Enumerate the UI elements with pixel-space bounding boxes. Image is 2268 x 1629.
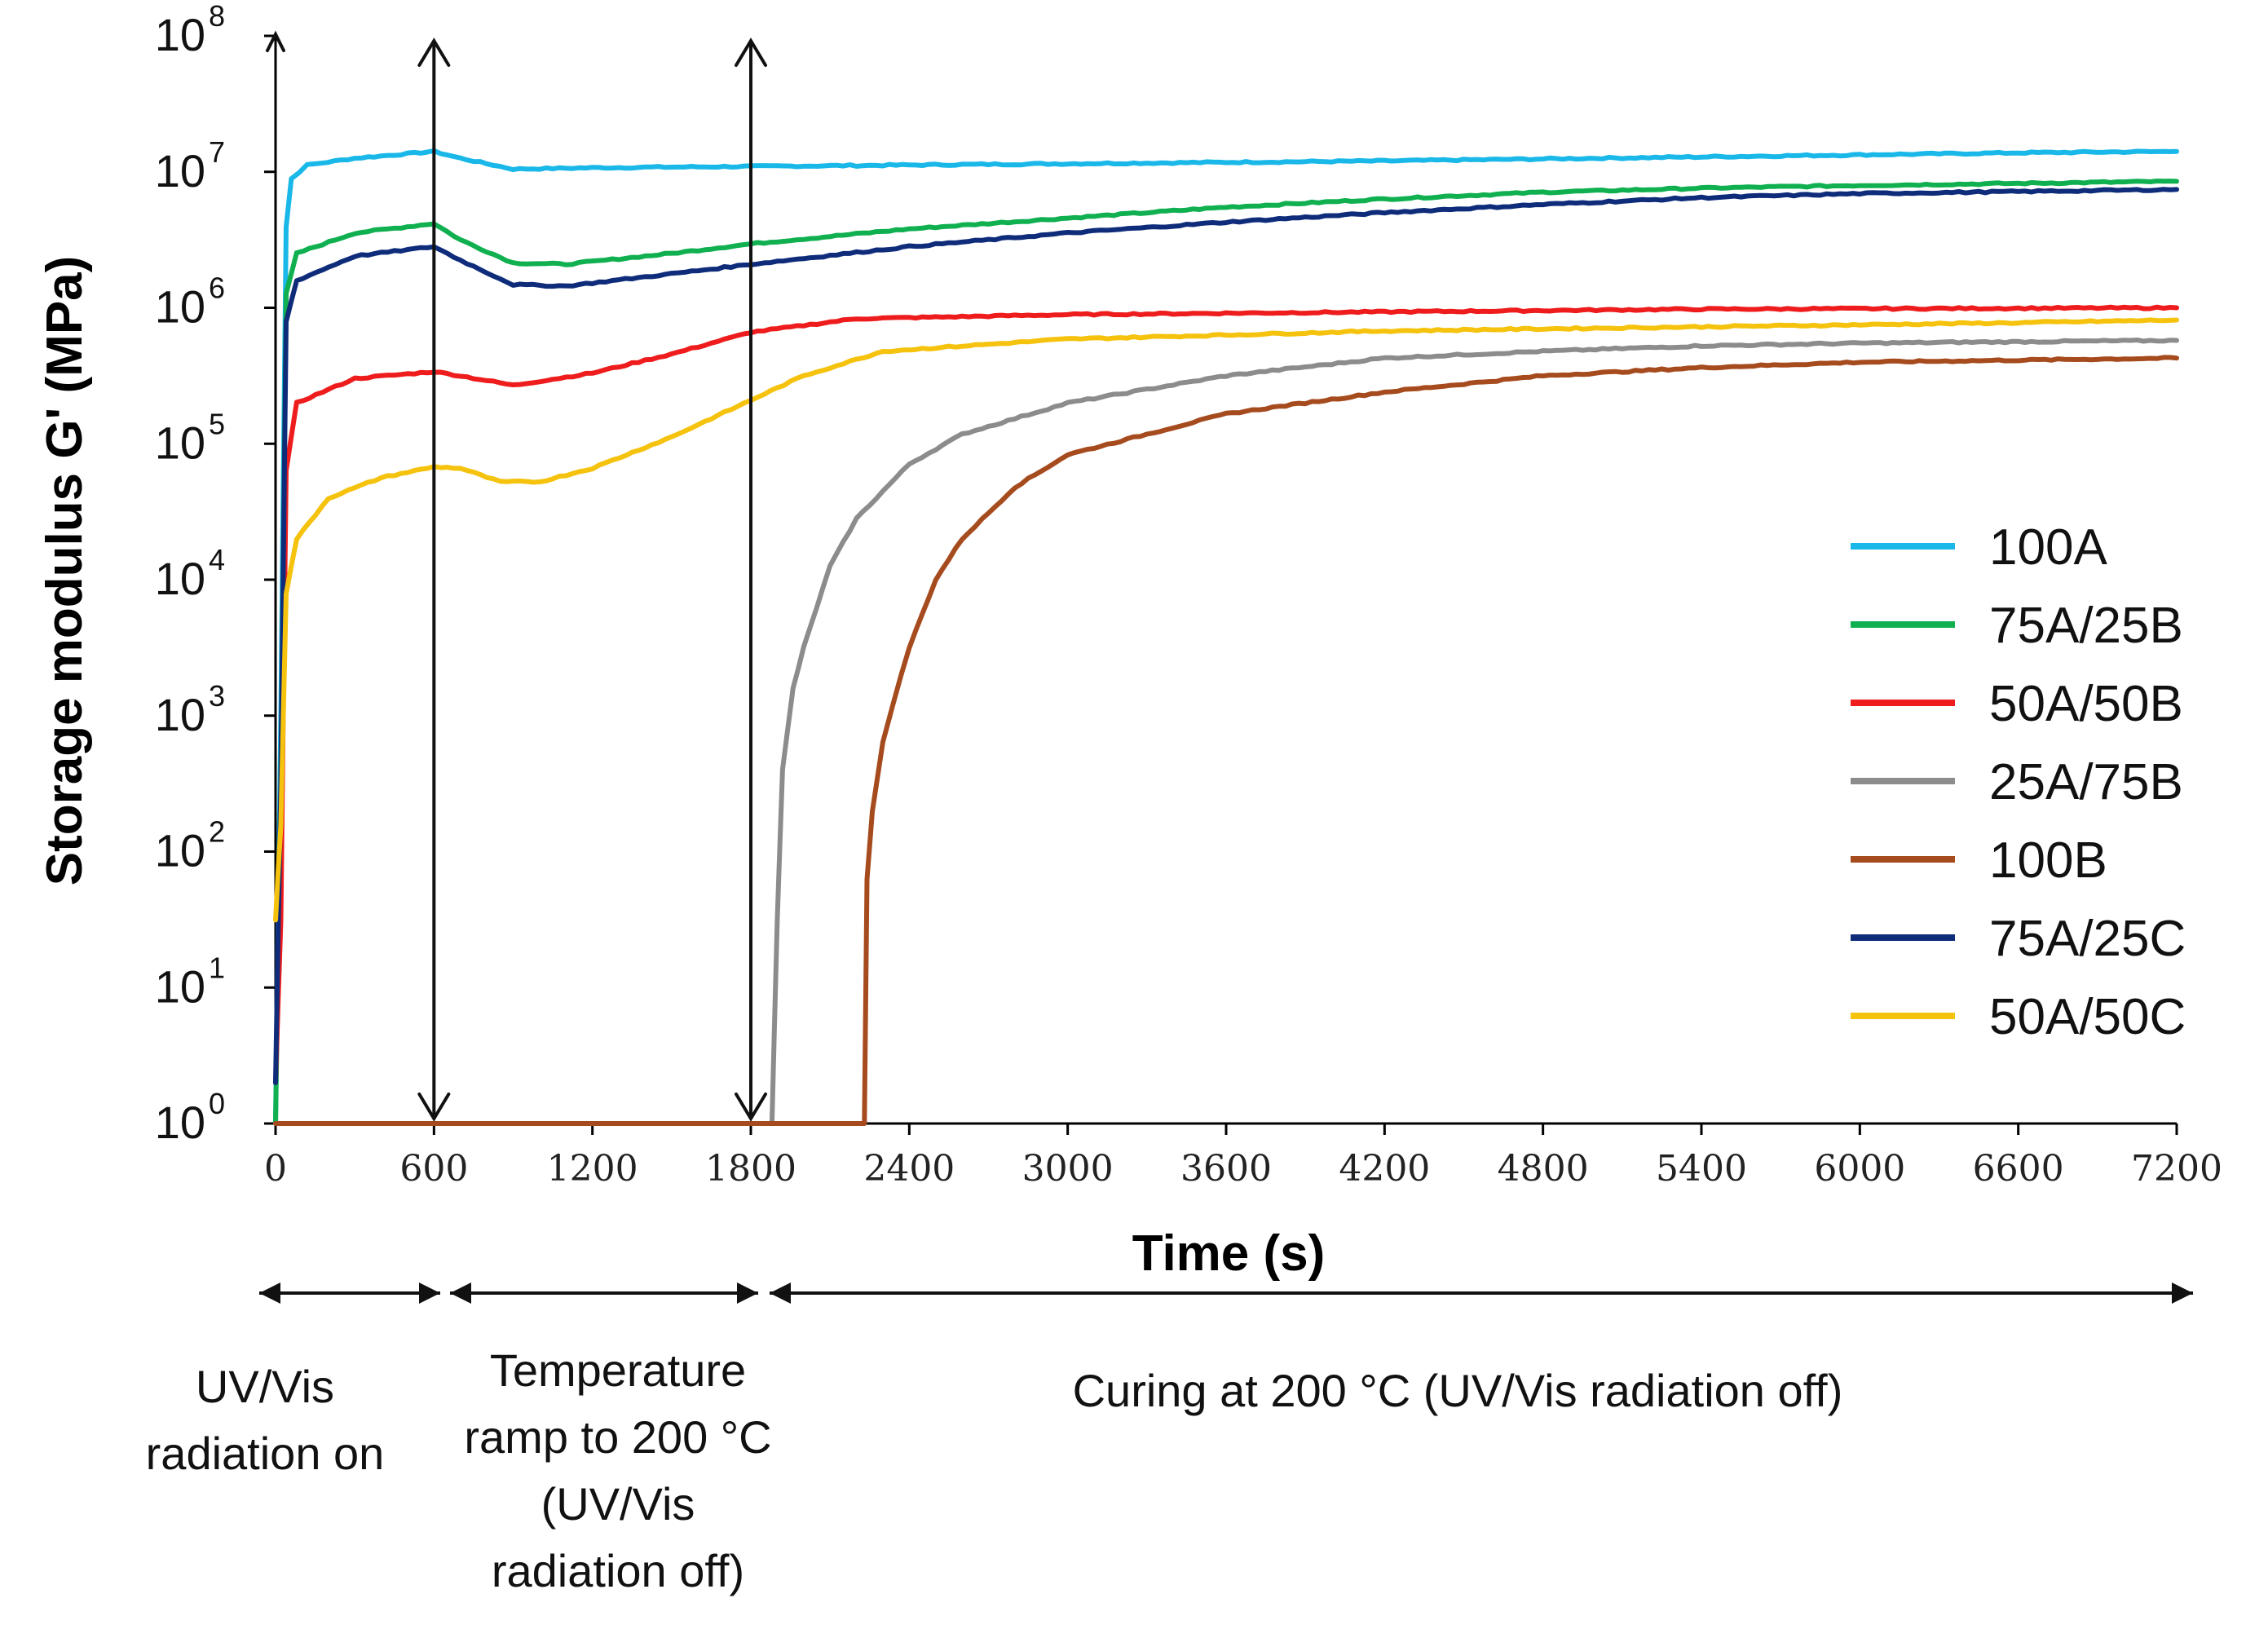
phase-arrows <box>266 30 767 1122</box>
arrowhead-up <box>735 38 767 67</box>
x-tick-label: 1800 <box>705 1148 796 1190</box>
x-tick-label: 7200 <box>2131 1148 2222 1190</box>
series-line-100b <box>273 355 2179 1126</box>
y-tick-label: 10 <box>155 553 205 604</box>
x-tick-label: 5400 <box>1656 1148 1747 1190</box>
y-tick-label: 10 <box>155 9 205 60</box>
legend-label: 25A/75B <box>1989 754 2183 810</box>
y-tick-exponent: 1 <box>209 951 225 984</box>
series-line-50a-50c <box>273 317 2179 923</box>
legend-label: 100A <box>1989 519 2107 576</box>
phase-bar <box>259 1282 2193 1304</box>
x-tick-label: 6000 <box>1814 1148 1905 1190</box>
x-tick-label: 3000 <box>1022 1148 1114 1190</box>
y-tick-label: 10 <box>155 1097 205 1148</box>
legend: 100A 75A/25B 50A/50B 25A/75B 100B 75A/25C 50A/… <box>1851 519 2186 1045</box>
y-tick-exponent: 0 <box>209 1087 225 1120</box>
x-tick-label: 4200 <box>1339 1148 1430 1190</box>
y-tick-exponent: 5 <box>209 407 225 440</box>
y-axis-title: Storage modulus G' (MPa) <box>37 256 93 886</box>
x-tick-label: 600 <box>399 1148 468 1190</box>
y-tick-label: 10 <box>155 281 205 333</box>
x-tick-label: 2400 <box>863 1148 955 1190</box>
y-tick-label: 10 <box>155 689 205 740</box>
y-axis-arrowhead <box>266 30 285 52</box>
y-tick-exponent: 6 <box>209 272 225 305</box>
legend-label: 50A/50C <box>1989 989 2186 1045</box>
arrowhead-left <box>770 1282 791 1304</box>
arrowhead-right <box>2172 1282 2193 1304</box>
arrowhead-left <box>259 1282 280 1304</box>
x-tick-label: 3600 <box>1180 1148 1272 1190</box>
axes <box>274 33 2177 1125</box>
phase-label-line: (UV/Vis <box>541 1478 695 1530</box>
legend-label: 100B <box>1989 832 2107 889</box>
x-tick-label: 0 <box>264 1148 287 1190</box>
arrowhead-left <box>450 1282 471 1304</box>
arrowhead-up <box>417 38 451 67</box>
series-line-50a-50b <box>273 304 2179 1085</box>
series-line-100a <box>273 148 2179 1126</box>
phase-label-line: ramp to 200 °C <box>464 1411 771 1463</box>
arrowhead-right <box>737 1282 758 1304</box>
arrowhead-right <box>419 1282 440 1304</box>
y-tick-exponent: 3 <box>209 679 225 713</box>
x-axis-title: Time (s) <box>1132 1225 1326 1282</box>
series-line-25a-75b <box>273 338 2179 1126</box>
y-tick-label: 10 <box>155 417 205 468</box>
y-tick-label: 10 <box>155 960 205 1012</box>
series-line-75a-25c <box>273 187 2179 1085</box>
phase-label-line: UV/Vis <box>196 1361 334 1412</box>
series-line-75a-25b <box>273 179 2179 1126</box>
arrowhead-down <box>417 1093 451 1122</box>
x-tick-label: 4800 <box>1498 1148 1589 1190</box>
legend-label: 75A/25C <box>1989 911 2186 967</box>
phase-label-line: Curing at 200 °C (UV/Vis radiation off) <box>1073 1365 1843 1416</box>
x-ticks: 0 600 1200 1800 2400 3000 3600 4200 4800 5400 6000… <box>264 1124 2222 1190</box>
phase-labels: UV/Vis radiation on Temperature ramp to 200… <box>146 1344 1843 1596</box>
phase-label-line: radiation on <box>146 1428 385 1479</box>
legend-label: 75A/25B <box>1989 598 2183 654</box>
x-tick-label: 6600 <box>1973 1148 2064 1190</box>
series-lines <box>273 148 2179 1126</box>
y-tick-exponent: 2 <box>209 815 225 849</box>
y-tick-label: 10 <box>155 145 205 196</box>
phase-label-line: radiation off) <box>492 1545 744 1596</box>
y-tick-exponent: 7 <box>209 135 225 169</box>
phase-label-line: Temperature <box>490 1344 746 1396</box>
legend-label: 50A/50B <box>1989 676 2183 732</box>
y-tick-label: 10 <box>155 825 205 876</box>
y-tick-exponent: 8 <box>209 0 225 33</box>
arrowhead-down <box>735 1093 767 1122</box>
y-tick-exponent: 4 <box>209 543 225 576</box>
x-tick-label: 1200 <box>547 1148 638 1190</box>
